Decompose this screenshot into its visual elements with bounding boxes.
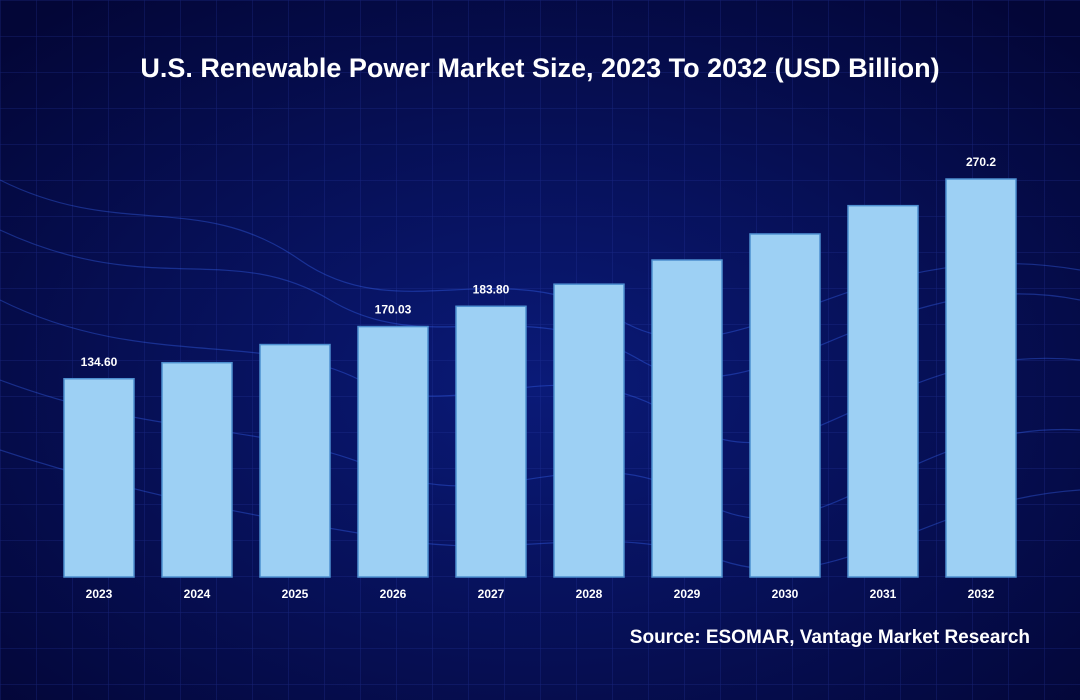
source-note: Source: ESOMAR, Vantage Market Research — [630, 627, 1030, 648]
bar — [847, 204, 919, 578]
bar — [357, 325, 429, 578]
x-tick-label: 2031 — [870, 587, 897, 601]
bar — [945, 178, 1017, 578]
bar — [63, 377, 135, 578]
x-tick-label: 2032 — [968, 587, 995, 601]
bar — [259, 343, 331, 578]
data-label: 183.80 — [473, 282, 510, 296]
x-tick-label: 2027 — [478, 587, 505, 601]
data-label: 134.60 — [81, 355, 118, 369]
bar — [455, 305, 527, 578]
bar — [161, 361, 233, 578]
data-label: 170.03 — [375, 303, 412, 317]
x-tick-label: 2029 — [674, 587, 701, 601]
x-tick-label: 2028 — [576, 587, 603, 601]
x-tick-label: 2026 — [380, 587, 407, 601]
chart-title: U.S. Renewable Power Market Size, 2023 T… — [140, 53, 939, 83]
bar — [651, 259, 723, 578]
x-tick-label: 2025 — [282, 587, 309, 601]
bar — [553, 283, 625, 578]
x-tick-label: 2023 — [86, 587, 113, 601]
bar — [749, 233, 821, 578]
x-tick-label: 2024 — [184, 587, 211, 601]
data-label: 270.2 — [966, 155, 996, 169]
x-tick-label: 2030 — [772, 587, 799, 601]
